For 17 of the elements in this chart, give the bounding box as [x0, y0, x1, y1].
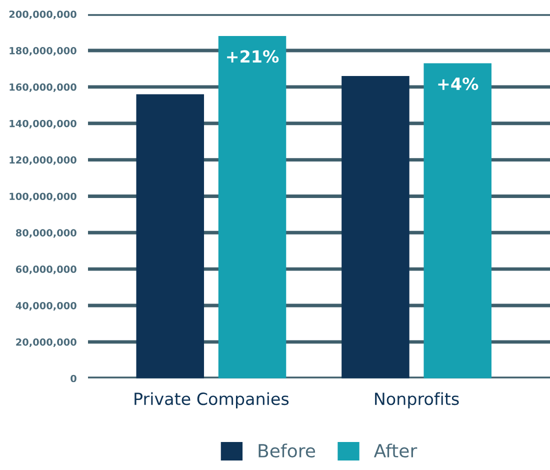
y-tick-label: 100,000,000 [10, 192, 76, 202]
legend-label: Before [258, 444, 316, 458]
y-tick-label: 200,000,000 [9, 10, 76, 20]
annotation: +21% [227, 50, 279, 63]
y-tick-label: 20,000,000 [16, 338, 76, 347]
y-tick-label: 140,000,000 [10, 120, 76, 128]
y-tick-label: 60,000,000 [16, 266, 76, 274]
x-tick-label: Nonprofits [375, 392, 459, 408]
x-tick-label: Private Companies [134, 392, 289, 408]
y-tick-label: 180,000,000 [10, 47, 76, 56]
y-tick-label: 160,000,000 [10, 83, 76, 92]
annotation: +4% [438, 77, 478, 90]
y-tick-label: 40,000,000 [16, 302, 76, 311]
y-tick-label: 120,000,000 [10, 156, 76, 165]
legend-label: After [374, 444, 418, 458]
y-tick-label: 80,000,000 [16, 229, 76, 238]
y-tick-label: 0 [70, 374, 76, 382]
